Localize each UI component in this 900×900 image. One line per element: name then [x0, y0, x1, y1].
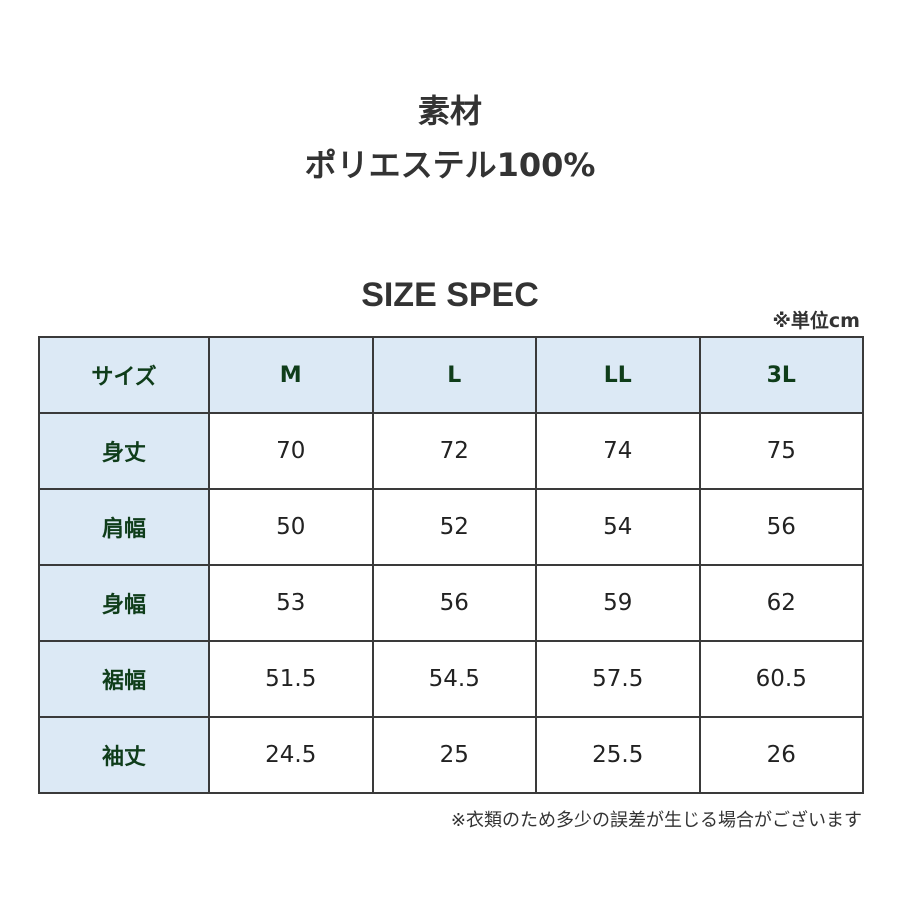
size-spec-title: SIZE SPEC [361, 276, 539, 314]
table-row: 裾幅 51.5 54.5 57.5 60.5 [38, 640, 864, 718]
value-cell: 60.5 [698, 640, 864, 718]
value-cell: 50 [208, 488, 374, 566]
size-table: サイズ M L LL 3L 身丈 70 72 74 75 肩幅 50 52 54 56 身幅 53 56 59 62 裾… [38, 336, 864, 794]
header-size-ll: LL [535, 336, 701, 414]
footnote: ※衣類のため多少の誤差が生じる場合がございます [450, 810, 862, 831]
value-cell: 57.5 [535, 640, 701, 718]
value-cell: 54 [535, 488, 701, 566]
value-cell: 59 [535, 564, 701, 642]
row-label: 袖丈 [38, 716, 210, 794]
value-cell: 70 [208, 412, 374, 490]
material-heading: 素材 [417, 92, 482, 130]
value-cell: 54.5 [371, 640, 537, 718]
table-row: 袖丈 24.5 25 25.5 26 [38, 716, 864, 794]
row-label: 肩幅 [38, 488, 210, 566]
unit-note: ※単位cm [772, 310, 860, 332]
value-cell: 51.5 [208, 640, 374, 718]
table-row: 身幅 53 56 59 62 [38, 564, 864, 642]
table-row: 肩幅 50 52 54 56 [38, 488, 864, 566]
value-cell: 25 [371, 716, 537, 794]
value-cell: 53 [208, 564, 374, 642]
value-cell: 52 [371, 488, 537, 566]
value-cell: 56 [371, 564, 537, 642]
header-size-m: M [208, 336, 374, 414]
row-label: 身幅 [38, 564, 210, 642]
row-label: 裾幅 [38, 640, 210, 718]
value-cell: 72 [371, 412, 537, 490]
value-cell: 74 [535, 412, 701, 490]
row-label: 身丈 [38, 412, 210, 490]
value-cell: 56 [698, 488, 864, 566]
material-value: ポリエステル100% [304, 146, 596, 184]
header-row: サイズ M L LL 3L [38, 336, 864, 414]
table-row: 身丈 70 72 74 75 [38, 412, 864, 490]
header-size-l: L [371, 336, 537, 414]
header-size-label: サイズ [38, 336, 210, 414]
value-cell: 25.5 [535, 716, 701, 794]
value-cell: 26 [698, 716, 864, 794]
value-cell: 24.5 [208, 716, 374, 794]
header-size-3l: 3L [698, 336, 864, 414]
value-cell: 75 [698, 412, 864, 490]
value-cell: 62 [698, 564, 864, 642]
